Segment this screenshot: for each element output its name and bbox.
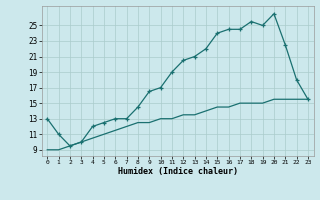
X-axis label: Humidex (Indice chaleur): Humidex (Indice chaleur) [118, 167, 237, 176]
